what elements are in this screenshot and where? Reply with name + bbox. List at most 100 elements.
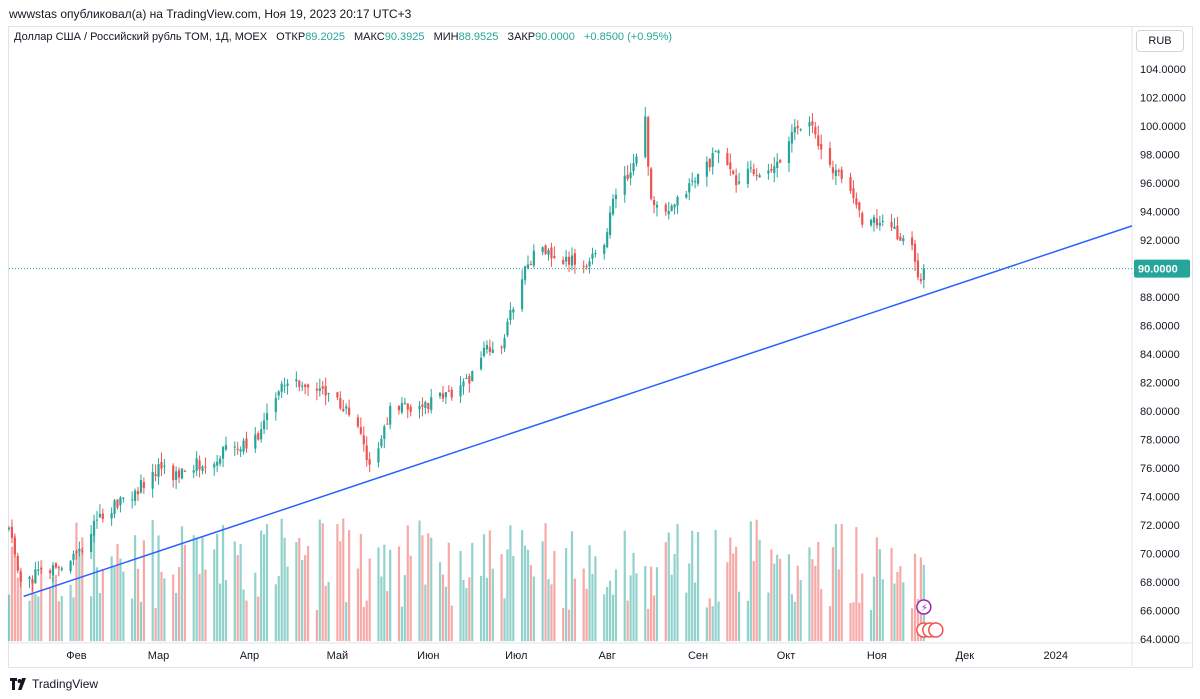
candle-body[interactable]	[75, 551, 78, 554]
candle-body[interactable]	[133, 490, 137, 502]
candle-body[interactable]	[787, 141, 791, 163]
candle-body[interactable]	[19, 571, 22, 582]
candle-body[interactable]	[236, 448, 239, 451]
legend-symbol[interactable]: Доллар США / Российский рубль TOM, 1Д, M…	[14, 31, 268, 43]
candle-body[interactable]	[793, 127, 796, 133]
candle-body[interactable]	[902, 238, 905, 242]
candle-body[interactable]	[213, 464, 216, 468]
candle-body[interactable]	[919, 278, 922, 282]
candle-body[interactable]	[705, 161, 708, 177]
candle-body[interactable]	[529, 264, 533, 266]
candle-body[interactable]	[69, 561, 72, 572]
candle-body[interactable]	[500, 346, 503, 348]
candle-body[interactable]	[95, 519, 99, 521]
candle-body[interactable]	[737, 181, 741, 184]
candle-body[interactable]	[553, 255, 556, 258]
candle-body[interactable]	[277, 391, 280, 396]
candle-body[interactable]	[40, 568, 43, 570]
candle-body[interactable]	[368, 459, 371, 465]
candle-body[interactable]	[696, 174, 700, 184]
candle-body[interactable]	[274, 397, 277, 413]
candle-body[interactable]	[424, 402, 427, 408]
candle-body[interactable]	[37, 569, 40, 571]
candle-body[interactable]	[336, 392, 339, 398]
candle-body[interactable]	[7, 527, 11, 530]
candle-body[interactable]	[177, 470, 181, 478]
candle-body[interactable]	[397, 405, 401, 411]
candle-body[interactable]	[878, 222, 881, 226]
candle-body[interactable]	[603, 244, 606, 254]
candle-body[interactable]	[183, 470, 187, 472]
candle-body[interactable]	[257, 433, 260, 440]
candle-body[interactable]	[635, 156, 638, 164]
candle-body[interactable]	[34, 569, 37, 584]
candle-body[interactable]	[655, 204, 659, 208]
candle-body[interactable]	[611, 198, 615, 215]
candle-body[interactable]	[544, 245, 547, 254]
candle-body[interactable]	[110, 513, 113, 519]
candle-body[interactable]	[295, 379, 298, 382]
candle-body[interactable]	[286, 383, 289, 386]
candle-body[interactable]	[318, 388, 321, 392]
candle-body[interactable]	[265, 413, 269, 421]
candle-body[interactable]	[708, 159, 711, 168]
candle-body[interactable]	[459, 385, 462, 397]
candle-body[interactable]	[872, 217, 876, 223]
candle-body[interactable]	[98, 513, 101, 518]
candle-body[interactable]	[304, 384, 307, 388]
candle-body[interactable]	[729, 162, 732, 170]
candle-body[interactable]	[673, 204, 676, 208]
candle-body[interactable]	[626, 174, 629, 180]
candle-body[interactable]	[78, 548, 81, 552]
candle-body[interactable]	[262, 420, 266, 430]
candle-body[interactable]	[163, 465, 166, 467]
candle-body[interactable]	[301, 385, 304, 387]
candle-body[interactable]	[623, 175, 626, 195]
candle-body[interactable]	[204, 466, 207, 468]
candle-body[interactable]	[541, 247, 544, 253]
candle-body[interactable]	[591, 253, 594, 259]
candle-body[interactable]	[400, 403, 404, 413]
candle-body[interactable]	[916, 260, 920, 278]
candle-body[interactable]	[342, 408, 345, 411]
candle-body[interactable]	[749, 167, 752, 169]
candle-body[interactable]	[409, 406, 412, 412]
candle-body[interactable]	[858, 202, 861, 211]
candle-body[interactable]	[245, 438, 248, 449]
candle-body[interactable]	[676, 196, 679, 206]
candle-body[interactable]	[260, 429, 263, 440]
candle-body[interactable]	[523, 266, 527, 281]
candle-body[interactable]	[910, 237, 914, 246]
candle-body[interactable]	[582, 265, 585, 267]
candle-body[interactable]	[406, 403, 409, 410]
candle-body[interactable]	[172, 465, 175, 481]
candle-body[interactable]	[664, 204, 667, 212]
candle-body[interactable]	[717, 150, 720, 154]
candle-body[interactable]	[219, 458, 222, 464]
candle-body[interactable]	[180, 468, 184, 479]
candle-body[interactable]	[694, 181, 697, 183]
candle-body[interactable]	[831, 167, 835, 174]
candle-body[interactable]	[131, 499, 134, 501]
candle-body[interactable]	[345, 406, 348, 409]
candle-body[interactable]	[403, 402, 406, 404]
candle-body[interactable]	[896, 225, 899, 240]
candle-body[interactable]	[122, 497, 125, 499]
candle-body[interactable]	[421, 404, 424, 407]
candle-body[interactable]	[779, 159, 782, 163]
candle-body[interactable]	[893, 226, 896, 229]
candle-body[interactable]	[324, 386, 327, 396]
candle-body[interactable]	[814, 126, 817, 135]
candle-body[interactable]	[861, 213, 864, 225]
candle-body[interactable]	[31, 579, 34, 584]
candle-body[interactable]	[327, 392, 330, 394]
candle-body[interactable]	[430, 397, 433, 411]
candle-body[interactable]	[224, 445, 228, 450]
candle-body[interactable]	[441, 393, 445, 399]
currency-button[interactable]: RUB	[1136, 30, 1184, 52]
candle-body[interactable]	[142, 482, 145, 489]
candle-body[interactable]	[526, 264, 530, 269]
candle-body[interactable]	[796, 125, 799, 129]
candle-body[interactable]	[315, 388, 318, 391]
